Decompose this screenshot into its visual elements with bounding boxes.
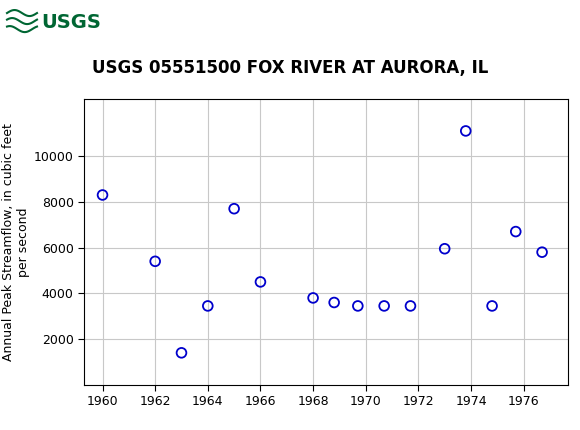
Point [440,245,450,252]
Point [511,228,520,235]
Point [151,258,160,265]
Point [329,299,339,306]
Point [461,127,470,134]
Point [98,191,107,198]
FancyBboxPatch shape [5,4,75,41]
Point [379,302,389,309]
Point [203,302,212,309]
Point [230,205,239,212]
Point [177,350,186,356]
Y-axis label: Annual Peak Streamflow, in cubic feet
per second: Annual Peak Streamflow, in cubic feet pe… [2,123,30,361]
Point [406,302,415,309]
Point [309,295,318,301]
Text: USGS 05551500 FOX RIVER AT AURORA, IL: USGS 05551500 FOX RIVER AT AURORA, IL [92,59,488,77]
Point [538,249,547,255]
Point [256,279,265,286]
Point [487,302,496,309]
Point [353,302,362,309]
Text: USGS: USGS [41,13,101,32]
